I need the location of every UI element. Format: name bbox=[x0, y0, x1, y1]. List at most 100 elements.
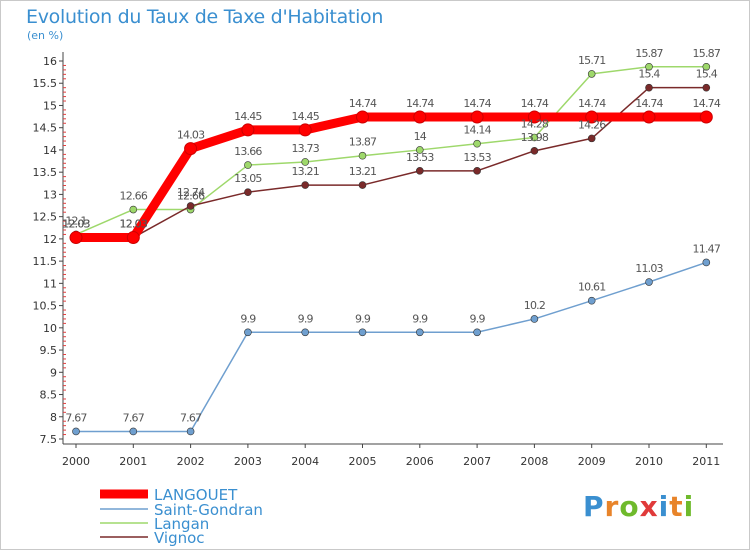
data-point bbox=[186, 202, 195, 210]
chart-title: Evolution du Taux de Taxe d'Habitation bbox=[26, 6, 384, 28]
data-label: 14.26 bbox=[578, 118, 606, 131]
brand-letter: x bbox=[639, 490, 659, 523]
y-tick-label: 12 bbox=[43, 233, 57, 246]
y-tick-label: 16 bbox=[43, 55, 57, 68]
data-label: 14.45 bbox=[291, 110, 319, 123]
data-point bbox=[473, 139, 481, 148]
data-point bbox=[470, 110, 484, 124]
data-point bbox=[530, 133, 539, 142]
data-point bbox=[358, 181, 367, 189]
data-point bbox=[645, 62, 653, 71]
data-point bbox=[244, 161, 252, 169]
x-tick-label: 2008 bbox=[520, 455, 548, 468]
data-point bbox=[530, 147, 539, 155]
data-label: 14.74 bbox=[635, 97, 663, 110]
data-label: 13.66 bbox=[234, 145, 262, 158]
x-tick-label: 2010 bbox=[635, 455, 663, 468]
brand-letter: P bbox=[583, 490, 605, 523]
data-label: 9.9 bbox=[355, 312, 371, 325]
data-label: 11.03 bbox=[635, 262, 663, 275]
data-point bbox=[587, 70, 596, 78]
data-label: 12.03 bbox=[62, 218, 90, 231]
data-point bbox=[129, 427, 138, 436]
data-point bbox=[415, 146, 424, 154]
data-point bbox=[587, 134, 596, 143]
data-label: 14.45 bbox=[234, 110, 262, 123]
data-point bbox=[356, 110, 369, 124]
data-label: 10.2 bbox=[524, 299, 545, 312]
data-point bbox=[413, 110, 427, 124]
series-line-vignoc bbox=[76, 86, 707, 239]
data-point bbox=[645, 83, 653, 92]
series-line-saint-gondran bbox=[76, 261, 707, 433]
data-point bbox=[473, 328, 481, 337]
brand-letter: r bbox=[604, 490, 620, 523]
data-point bbox=[527, 110, 541, 124]
data-point bbox=[358, 328, 367, 337]
data-label: 9.9 bbox=[240, 312, 256, 325]
data-label: 15.71 bbox=[578, 54, 606, 67]
data-label: 12.66 bbox=[120, 190, 148, 203]
data-label: 7.67 bbox=[65, 411, 87, 424]
data-label: 13.05 bbox=[234, 172, 262, 185]
unit-label: (en %) bbox=[27, 29, 64, 42]
data-label: 14.74 bbox=[463, 97, 491, 110]
data-label: 13.53 bbox=[406, 151, 434, 164]
y-tick-label: 15 bbox=[43, 99, 57, 112]
legend-label: Vignoc bbox=[154, 529, 205, 547]
y-tick-label: 9 bbox=[50, 366, 57, 379]
data-point bbox=[702, 62, 711, 71]
x-tick-label: 2007 bbox=[463, 455, 491, 468]
y-tick-label: 8.5 bbox=[40, 389, 58, 402]
x-tick-label: 2004 bbox=[291, 455, 319, 468]
y-tick-label: 11 bbox=[43, 277, 57, 290]
data-point bbox=[702, 258, 711, 267]
data-label: 13.73 bbox=[291, 142, 319, 155]
data-point bbox=[241, 123, 255, 137]
data-point bbox=[530, 315, 539, 323]
brand-letter: i bbox=[683, 490, 695, 523]
data-point bbox=[129, 205, 138, 214]
data-point bbox=[301, 158, 310, 166]
x-tick-label: 2001 bbox=[119, 455, 147, 468]
data-point bbox=[69, 231, 83, 245]
data-point bbox=[301, 328, 310, 337]
y-tick-label: 13.5 bbox=[33, 166, 58, 179]
data-point bbox=[587, 296, 596, 305]
data-label: 12.03 bbox=[120, 218, 148, 231]
data-label: 10.61 bbox=[578, 281, 606, 294]
data-label: 12.03 bbox=[120, 218, 148, 231]
data-point bbox=[298, 123, 312, 137]
data-label: 12.1 bbox=[65, 214, 86, 227]
x-tick-label: 2011 bbox=[692, 455, 720, 468]
data-label: 13.87 bbox=[349, 136, 377, 149]
brand-letter: o bbox=[619, 490, 640, 523]
y-tick-label: 7.5 bbox=[40, 433, 58, 446]
data-label: 14.74 bbox=[578, 97, 606, 110]
brand-letter: t bbox=[669, 490, 684, 523]
series-line-langan bbox=[75, 66, 707, 236]
data-label: 13.98 bbox=[521, 131, 549, 144]
data-point bbox=[358, 151, 367, 160]
legend-label: Langan bbox=[154, 515, 209, 533]
brand-letter: i bbox=[658, 490, 670, 523]
x-tick-label: 2009 bbox=[578, 455, 606, 468]
data-point bbox=[184, 142, 198, 156]
data-label: 14.03 bbox=[177, 129, 205, 142]
data-point bbox=[186, 427, 195, 436]
data-label: 15.4 bbox=[696, 68, 718, 81]
data-point bbox=[645, 278, 653, 286]
data-label: 14.74 bbox=[406, 97, 434, 110]
data-point bbox=[126, 231, 140, 245]
data-point bbox=[72, 427, 80, 436]
data-label: 9.9 bbox=[470, 312, 486, 325]
data-point bbox=[585, 110, 599, 124]
data-label: 11.47 bbox=[693, 242, 721, 255]
data-label: 9.9 bbox=[412, 312, 428, 325]
data-label: 15.4 bbox=[638, 68, 660, 81]
data-label: 13.53 bbox=[463, 151, 491, 164]
data-label: 7.67 bbox=[123, 411, 145, 424]
data-point bbox=[699, 110, 713, 124]
